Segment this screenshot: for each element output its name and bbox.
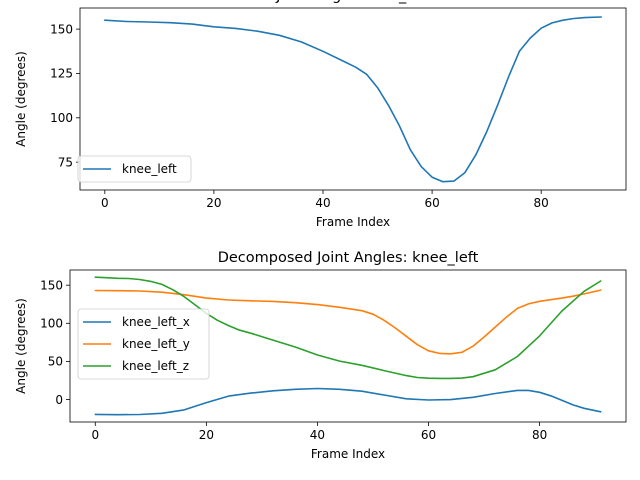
y-tick-label: 50 bbox=[48, 355, 63, 369]
x-axis-label: Frame Index bbox=[311, 447, 385, 461]
axes-frame bbox=[79, 7, 627, 191]
x-tick-label: 20 bbox=[199, 428, 214, 442]
x-tick-label: 80 bbox=[534, 196, 549, 210]
y-tick-label: 125 bbox=[50, 67, 73, 81]
series-line-knee_left_x bbox=[94, 387, 602, 416]
x-tick-label: 60 bbox=[424, 196, 439, 210]
y-tick-label: 150 bbox=[40, 278, 63, 292]
x-tick-label: 0 bbox=[91, 428, 99, 442]
x-tick-label: 20 bbox=[206, 196, 221, 210]
chart-title: Decomposed Joint Angles: knee_left bbox=[218, 250, 479, 266]
y-tick-label: 100 bbox=[40, 317, 63, 331]
x-tick-label: 40 bbox=[310, 428, 325, 442]
legend-label: knee_left_y bbox=[122, 337, 190, 351]
y-axis-label: Angle (degrees) bbox=[14, 298, 28, 394]
x-tick-label: 40 bbox=[315, 196, 330, 210]
y-tick-label: 150 bbox=[50, 22, 73, 36]
legend-box bbox=[77, 155, 192, 183]
series-line-knee_left_z bbox=[94, 276, 602, 380]
legend-label: knee_left bbox=[122, 162, 177, 176]
y-tick-label: 100 bbox=[50, 111, 73, 125]
legend: knee_left bbox=[77, 155, 192, 183]
x-tick-label: 80 bbox=[532, 428, 547, 442]
legend-label: knee_left_z bbox=[122, 359, 189, 373]
x-tick-label: 60 bbox=[421, 428, 436, 442]
y-tick-label: 75 bbox=[58, 155, 73, 169]
legend-box bbox=[77, 308, 210, 380]
y-tick-label: 0 bbox=[55, 393, 63, 407]
joint-angle-chart: Joint Angle: knee_left 0 20 40 60 80 75 100 125 1… bbox=[14, 0, 627, 229]
y-axis-label: Angle (degrees) bbox=[14, 51, 28, 147]
legend-label: knee_left_x bbox=[122, 315, 190, 329]
chart-title: Joint Angle: knee_left bbox=[275, 0, 430, 4]
x-axis-label: Frame Index bbox=[316, 215, 390, 229]
decomposed-joint-angles-chart: Decomposed Joint Angles: knee_left 0 20 40 6… bbox=[14, 250, 627, 461]
series-line-knee_left bbox=[104, 16, 602, 183]
legend: knee_left_x knee_left_y knee_left_z bbox=[77, 308, 210, 380]
axes-frame bbox=[69, 269, 627, 423]
series-line-knee_left_y bbox=[94, 289, 602, 355]
x-tick-label: 0 bbox=[101, 196, 109, 210]
